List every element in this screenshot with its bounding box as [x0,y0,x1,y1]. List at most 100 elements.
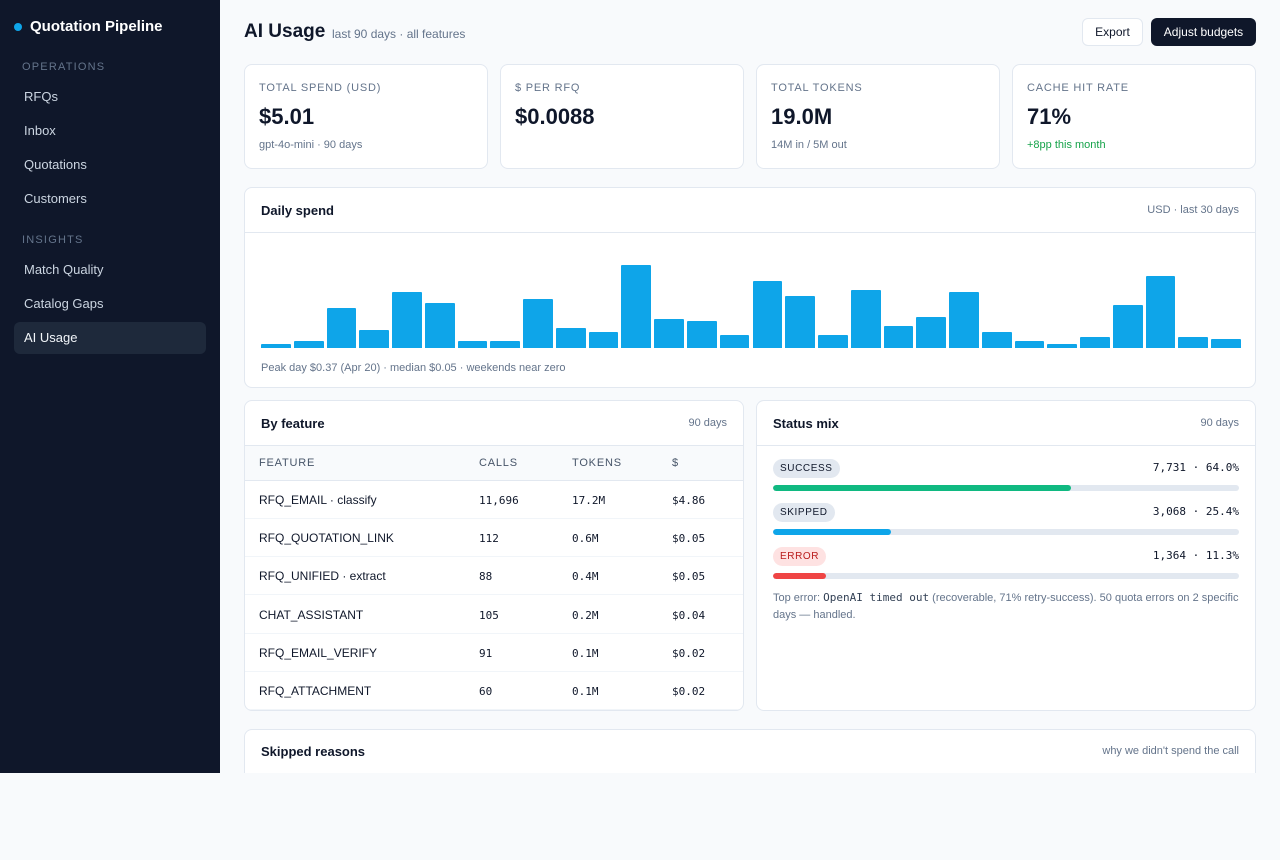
kpi-card-total-spend: TOTAL SPEND (USD) $5.01 gpt-4o-mini · 90… [244,64,488,169]
section-label-operations: OPERATIONS [22,61,106,73]
export-button[interactable]: Export [1082,18,1143,46]
table-row[interactable]: RFQ_EMAIL_VERIFY 91 0.1M $0.02 [245,634,743,672]
table-row[interactable]: RFQ_EMAIL · classify 11,696 17.2M $4.86 [245,481,743,519]
table-row[interactable]: CHAT_ASSISTANT 105 0.2M $0.04 [245,596,743,634]
column-header-tokens: TOKENS [572,457,622,469]
spend-bar[interactable] [457,341,488,348]
status-value: 3,068 · 25.4% [1152,505,1239,518]
tokens-cell: 0.4M [572,570,599,584]
spend-bar[interactable] [392,291,422,348]
spend-bar[interactable] [1047,343,1078,348]
calls-cell: 60 [479,685,493,698]
sidebar-item-rfqs[interactable]: RFQs [24,89,58,104]
table-header: FEATURE CALLS TOKENS $ [245,445,743,481]
cost-cell: $4.86 [672,494,706,507]
spend-bar[interactable] [686,321,717,348]
calls-cell: 112 [479,532,499,546]
table-row[interactable]: RFQ_UNIFIED · extract 88 0.4M $0.05 [245,557,743,596]
tokens-cell: 0.2M [572,608,599,622]
status-bar-fill [773,573,826,579]
spend-bar[interactable] [1178,336,1209,348]
table-row[interactable]: RFQ_ATTACHMENT 60 0.1M $0.02 [245,672,743,710]
by-feature-card: By feature 90 days FEATURE CALLS TOKENS … [244,400,744,711]
spend-bar[interactable] [752,280,783,348]
card-meta: 90 days [688,417,727,429]
spend-bar[interactable] [719,334,750,348]
adjust-budgets-button[interactable]: Adjust budgets [1151,18,1256,46]
kpi-sub: gpt-4o-mini · 90 days [259,139,363,151]
spend-bar[interactable] [424,303,455,348]
daily-spend-chart [261,238,1241,348]
status-note-suffix: (recoverable, 71% retry-success). 50 quo… [773,592,1239,621]
spend-bar[interactable] [1080,336,1110,348]
spend-bar[interactable] [588,332,619,348]
page-subtitle: last 90 days · all features [332,27,466,41]
spend-bar[interactable] [523,298,553,348]
page-title: AI Usage [244,21,326,42]
section-label-insights: INSIGHTS [22,234,84,246]
column-header-cost: $ [672,457,679,469]
brand-name: Quotation Pipeline [30,18,163,35]
status-bar-track [773,485,1239,491]
spend-bar[interactable] [261,343,291,348]
sidebar-item-inbox[interactable]: Inbox [24,123,56,138]
calls-cell: 91 [479,646,493,660]
kpi-value: $5.01 [259,104,315,129]
tokens-cell: 0.1M [572,685,599,698]
spend-bar[interactable] [883,325,914,348]
calls-cell: 88 [479,570,493,584]
sidebar-item-ai-usage[interactable]: AI Usage [14,322,206,354]
spend-bar[interactable] [1145,276,1176,348]
feature-cell: RFQ_ATTACHMENT [259,684,372,698]
kpi-label: TOTAL SPEND (USD) [259,82,382,94]
feature-cell: RFQ_QUOTATION_LINK [259,531,394,546]
spend-bar[interactable] [555,327,586,348]
card-meta: USD · last 30 days [1147,204,1239,216]
sidebar: Quotation Pipeline OPERATIONS RFQs Inbox… [0,0,220,773]
calls-cell: 105 [479,608,499,622]
kpi-card-cache-hit-rate: CACHE HIT RATE 71% +8pp this month [1012,64,1256,169]
cost-cell: $0.02 [672,646,706,660]
spend-bar[interactable] [785,296,816,348]
spend-bar[interactable] [293,341,324,348]
spend-bar[interactable] [916,316,947,348]
status-note-code: OpenAI timed out [823,591,930,604]
cost-cell: $0.05 [672,532,706,546]
card-divider [757,445,1255,446]
status-bar-fill [773,485,1072,491]
kpi-sub: +8pp this month [1027,139,1106,151]
sidebar-item-customers[interactable]: Customers [24,191,87,206]
spend-bar[interactable] [359,330,390,348]
spend-bar[interactable] [1211,339,1241,348]
status-row-error: ERROR 1,364 · 11.3% [773,547,1239,583]
spend-bar[interactable] [654,318,684,348]
card-title: By feature [261,416,325,431]
status-note: Top error: OpenAI timed out (recoverable… [773,589,1239,624]
kpi-value: 71% [1027,104,1072,129]
spend-bar[interactable] [949,291,979,348]
feature-cell: RFQ_UNIFIED · extract [259,569,386,584]
table-row[interactable]: RFQ_QUOTATION_LINK 112 0.6M $0.05 [245,519,743,558]
spend-bar[interactable] [1014,341,1045,348]
status-value: 7,731 · 64.0% [1152,461,1239,474]
status-badge: SKIPPED [773,503,835,522]
spend-bar[interactable] [818,334,848,348]
status-badge: SUCCESS [773,459,840,478]
spend-bar[interactable] [850,289,881,348]
status-bar-fill [773,529,892,535]
calls-cell: 11,696 [479,494,519,507]
spend-bar[interactable] [326,307,357,348]
spend-bar[interactable] [981,332,1012,348]
status-bar-track [773,573,1239,579]
status-bar-track [773,529,1239,535]
sidebar-item-catalog-gaps[interactable]: Catalog Gaps [24,296,104,311]
cost-cell: $0.05 [672,570,706,584]
kpi-label: CACHE HIT RATE [1027,82,1129,94]
spend-bar[interactable] [1112,305,1143,348]
spend-bar[interactable] [490,341,521,348]
brand: Quotation Pipeline [14,18,163,35]
sidebar-item-match-quality[interactable]: Match Quality [24,262,104,277]
card-title: Status mix [773,416,839,431]
sidebar-item-quotations[interactable]: Quotations [24,157,87,172]
spend-bar[interactable] [621,265,652,348]
